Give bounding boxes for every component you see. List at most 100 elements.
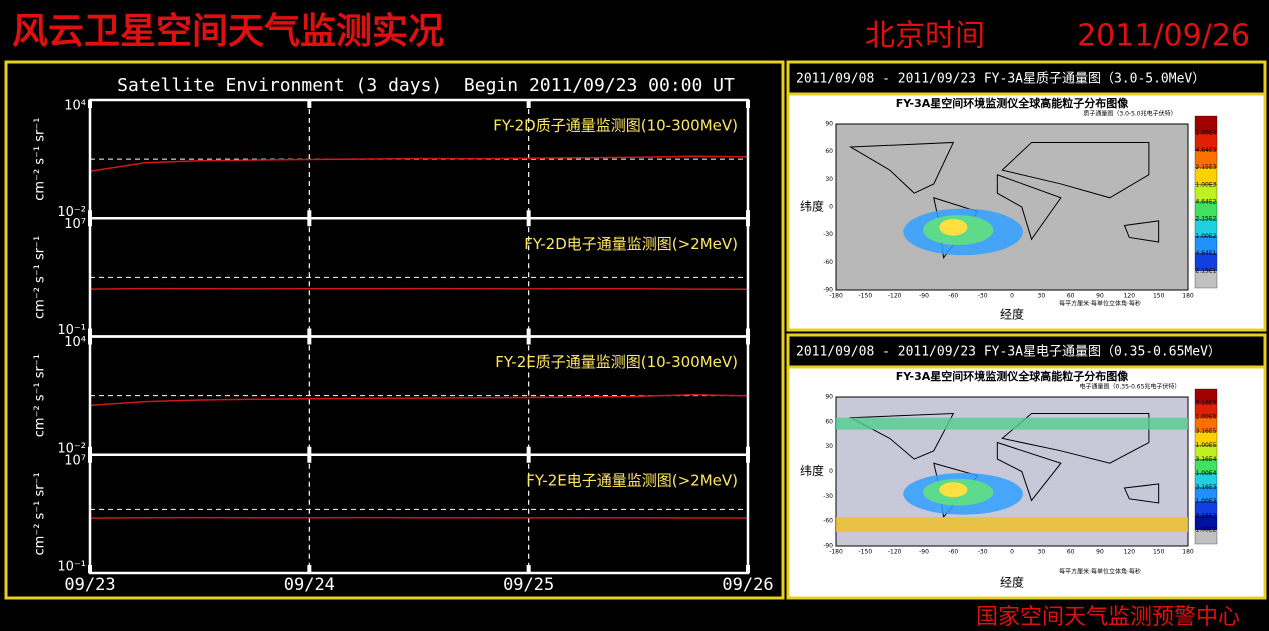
belt-north <box>836 417 1188 430</box>
colorbar-label: 4.64E2 <box>1196 199 1217 206</box>
tick-mark <box>526 336 531 345</box>
map-header-bar <box>786 60 1267 96</box>
colorbar-label: 1.00E3 <box>1196 498 1217 505</box>
plot-frame <box>88 453 750 575</box>
colorbar-label: 1.00E5 <box>1196 442 1217 449</box>
coast <box>996 441 1062 502</box>
map-title: FY-3A星空间环境监测仪全球高能粒子分布图像 <box>896 369 1130 383</box>
tick-mark <box>307 328 312 337</box>
colorbar-label: 4.64E3 <box>1196 147 1217 154</box>
lat-tick: 30 <box>825 443 833 450</box>
data-line <box>89 155 749 173</box>
lon-tick: -90 <box>919 549 929 556</box>
saa-core <box>939 482 968 498</box>
coast <box>1001 141 1150 199</box>
lat-tick: -90 <box>823 543 833 550</box>
coast <box>1123 220 1160 243</box>
lon-tick: -120 <box>888 549 902 556</box>
lon-tick: 30 <box>1038 293 1046 300</box>
y-axis-label: cm⁻² s⁻¹ sr⁻¹ <box>33 354 48 437</box>
lon-tick: 60 <box>1067 549 1075 556</box>
map-subtitle: 电子通量图（0.35-0.65兆电子伏特） <box>1080 383 1181 391</box>
lon-tick: -90 <box>919 293 929 300</box>
y-tick-label: 10⁻² <box>57 205 86 220</box>
lon-tick: -180 <box>829 549 843 556</box>
lon-tick: 90 <box>1096 549 1104 556</box>
lat-label: 纬度 <box>800 463 824 478</box>
colorbar-label: 1.00E2 <box>1196 526 1217 533</box>
date: 2011/09/26 <box>1077 19 1250 54</box>
colorbar-cell <box>1194 270 1218 289</box>
y-axis-label: cm⁻² s⁻¹ sr⁻¹ <box>33 472 48 555</box>
coast <box>1001 413 1150 464</box>
y-tick-label: 10⁷ <box>64 217 86 232</box>
colorbar-label: 2.15E3 <box>1196 164 1217 171</box>
lon-tick: 150 <box>1153 293 1165 300</box>
tick-mark <box>526 565 531 573</box>
lat-tick: 0 <box>829 204 833 211</box>
colorbar-label: 3.16E3 <box>1196 484 1217 491</box>
y-tick-label: 10⁷ <box>64 453 86 468</box>
map-title: FY-3A星空间环境监测仪全球高能粒子分布图像 <box>896 96 1130 110</box>
chart-title: FY-2D电子通量监测图(>2MeV) <box>524 235 738 253</box>
left-title: Satellite Environment (3 days) Begin 201… <box>117 75 735 96</box>
tick-mark <box>526 100 531 108</box>
lon-tick: 150 <box>1153 549 1165 556</box>
lon-tick: 60 <box>1067 293 1075 300</box>
coast <box>1123 483 1160 504</box>
map-area <box>835 123 1189 291</box>
chart-title: FY-2E质子通量监测图(10-300MeV) <box>495 353 738 371</box>
colorbar-label: 3.16E4 <box>1196 456 1217 463</box>
map-header: 2011/09/08 - 2011/09/23 FY-3A星质子通量图（3.0-… <box>796 72 1205 87</box>
lon-tick: 120 <box>1124 293 1136 300</box>
coast <box>848 413 955 460</box>
lon-label: 经度 <box>1000 575 1024 590</box>
lat-tick: 90 <box>825 394 833 401</box>
lon-tick: -30 <box>978 549 988 556</box>
left-panel <box>4 60 785 600</box>
tick-mark <box>526 328 531 337</box>
footer: 国家空间天气监测预警中心 <box>976 605 1240 630</box>
lat-tick: -60 <box>823 259 833 266</box>
coast <box>996 174 1062 241</box>
x-tick-label: 09/23 <box>64 575 115 595</box>
footnote: 每平方厘米·每单位立体角·每秒 <box>1059 568 1141 576</box>
data-line <box>89 287 749 290</box>
lat-tick: 90 <box>825 121 833 128</box>
lon-tick: 0 <box>1010 293 1014 300</box>
tick-mark <box>307 210 312 219</box>
map-header-bar <box>786 333 1267 369</box>
tick-mark <box>307 565 312 573</box>
data-line <box>89 516 748 519</box>
tick-mark <box>307 336 312 345</box>
colorbar-label: 3.16E6 <box>1196 400 1217 407</box>
map-subtitle: 质子通量图（3.0-5.0兆电子伏特） <box>1083 110 1176 118</box>
lon-tick: -60 <box>948 293 958 300</box>
tick-mark <box>307 218 312 227</box>
colorbar-label: 1.00E2 <box>1196 233 1217 240</box>
tick-mark <box>307 100 312 108</box>
colorbar-label: 2.15E1 <box>1196 267 1217 274</box>
y-tick-label: 10⁻¹ <box>57 560 86 575</box>
colorbar-cell <box>1194 529 1218 545</box>
coast <box>848 141 955 194</box>
tick-mark <box>307 446 312 455</box>
lon-tick: -150 <box>859 293 873 300</box>
colorbar-label: 3.16E5 <box>1196 428 1217 435</box>
colorbar-label: 1.00E4 <box>1196 130 1217 137</box>
colorbar-label: 3.16E2 <box>1196 512 1217 519</box>
chart-title: FY-2E电子通量监测图(>2MeV) <box>526 471 738 489</box>
belt-south <box>836 517 1188 532</box>
lon-label: 经度 <box>1000 307 1024 322</box>
x-tick-label: 09/25 <box>503 575 554 595</box>
y-tick-label: 10⁻² <box>57 441 86 456</box>
lat-tick: 30 <box>825 176 833 183</box>
data-line <box>89 394 749 407</box>
tick-mark <box>526 210 531 219</box>
tick-mark <box>526 454 531 463</box>
chart-title: FY-2D质子通量监测图(10-300MeV) <box>493 117 738 135</box>
tick-mark <box>526 218 531 227</box>
lon-tick: 30 <box>1038 549 1046 556</box>
lat-tick: -30 <box>823 493 833 500</box>
y-tick-label: 10⁻¹ <box>57 323 86 338</box>
